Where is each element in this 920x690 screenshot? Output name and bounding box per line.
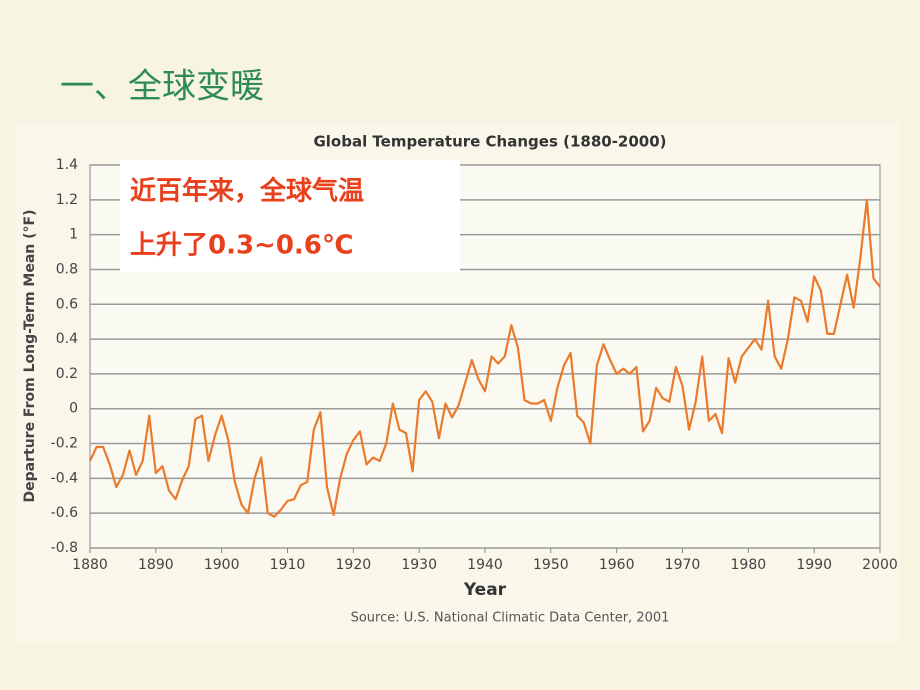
y-tick-label: -0.6 xyxy=(51,505,78,521)
x-tick-label: 1910 xyxy=(270,557,306,573)
x-tick-label: 1900 xyxy=(204,557,240,573)
y-tick-label: -0.4 xyxy=(51,470,78,486)
y-tick-label: 0 xyxy=(69,401,78,417)
y-tick-label: -0.2 xyxy=(51,436,78,452)
y-tick-label: 0.6 xyxy=(56,296,78,312)
y-axis-label: Departure From Long-Term Mean (°F) xyxy=(22,210,38,503)
y-tick-label: 0.8 xyxy=(56,261,78,277)
x-tick-label: 1980 xyxy=(731,557,767,573)
y-tick-label: 1 xyxy=(69,227,78,243)
x-tick-label: 1960 xyxy=(599,557,635,573)
chart-title: Global Temperature Changes (1880-2000) xyxy=(313,133,666,151)
x-tick-label: 1930 xyxy=(401,557,437,573)
y-tick-label: 1.4 xyxy=(56,157,78,173)
x-tick-label: 1940 xyxy=(467,557,503,573)
x-tick-label: 1970 xyxy=(665,557,701,573)
y-tick-label: 0.2 xyxy=(56,366,78,382)
x-tick-label: 1890 xyxy=(138,557,174,573)
source-note: Source: U.S. National Climatic Data Cent… xyxy=(351,611,670,626)
y-tick-label: 1.2 xyxy=(56,192,78,208)
x-tick-label: 1920 xyxy=(336,557,372,573)
x-tick-label: 1990 xyxy=(796,557,832,573)
annotation: 上升了0.3~0.6℃ xyxy=(130,231,353,261)
slide-heading: 一、全球变暖 xyxy=(60,67,264,107)
x-tick-label: 1950 xyxy=(533,557,569,573)
annotation-box xyxy=(120,160,460,272)
x-axis-label: Year xyxy=(463,580,507,600)
annotation: 近百年来，全球气温 xyxy=(130,176,364,207)
y-tick-label: 0.4 xyxy=(56,331,78,347)
y-tick-label: -0.8 xyxy=(51,540,78,556)
x-tick-label: 1880 xyxy=(72,557,108,573)
x-tick-label: 2000 xyxy=(862,557,898,573)
series-line xyxy=(89,198,881,518)
